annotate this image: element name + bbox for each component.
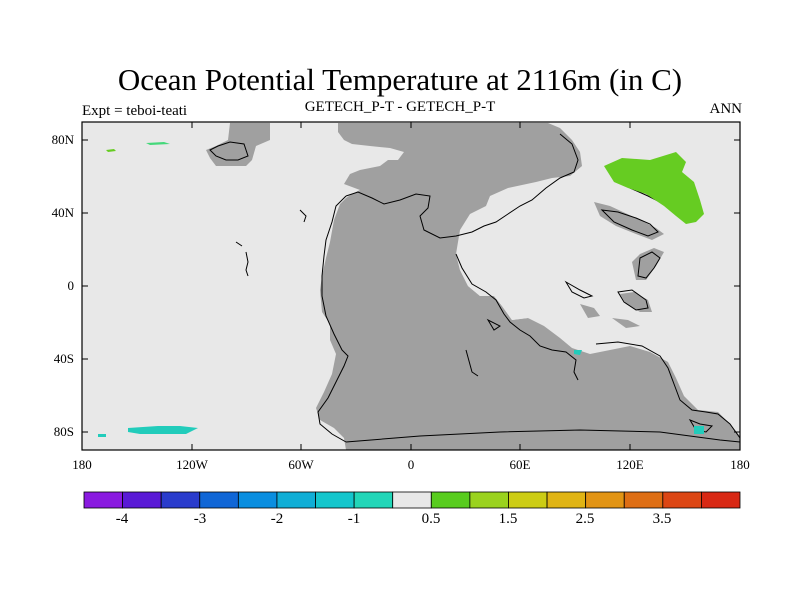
dataset-label: GETECH_P-T - GETECH_P-T bbox=[304, 99, 496, 115]
colorbar-label-m3: -3 bbox=[194, 511, 207, 527]
colorbar-box bbox=[392, 491, 432, 509]
experiment-label: Expt = teboi-teati bbox=[82, 103, 188, 119]
lat-label-0: 0 bbox=[68, 278, 75, 293]
axis-ticks bbox=[81, 122, 741, 450]
colorbar-box bbox=[122, 491, 162, 509]
colorbar-label-2-5: 2.5 bbox=[576, 511, 595, 527]
colorbar-box bbox=[353, 491, 394, 509]
colorbar-label-3-5: 3.5 bbox=[653, 511, 672, 527]
colorbar-box bbox=[623, 491, 664, 509]
colorbar-box bbox=[160, 491, 201, 509]
colorbar-box bbox=[315, 491, 355, 509]
land-north-america bbox=[206, 123, 270, 166]
colorbar-box bbox=[508, 491, 548, 509]
coastlines bbox=[209, 133, 741, 443]
lon-label-180e: 180 bbox=[730, 457, 750, 472]
lon-label-120w: 120W bbox=[176, 457, 209, 472]
lon-label-120e: 120E bbox=[616, 457, 644, 472]
colorbar-box bbox=[83, 491, 123, 509]
map-panel: 80N 40N 0 40S 80S 180 120W 60W 0 60E 120… bbox=[52, 121, 750, 472]
lat-label-80s: 80S bbox=[54, 424, 74, 439]
lat-label-40s: 40S bbox=[54, 351, 74, 366]
colorbar-labels: -4 -3 -2 -1 0.5 1.5 2.5 3.5 bbox=[116, 511, 672, 527]
lon-label-60e: 60E bbox=[510, 457, 531, 472]
anomaly-patches bbox=[98, 142, 704, 437]
lat-label-80n: 80N bbox=[52, 132, 75, 147]
colorbar-box bbox=[430, 491, 471, 509]
colorbar-label-m1: -1 bbox=[348, 511, 361, 527]
cool-anomaly-south-2 bbox=[98, 434, 106, 437]
colorbar-box bbox=[701, 491, 741, 509]
season-label: ANN bbox=[709, 101, 743, 117]
cool-anomaly-north-pacific bbox=[146, 142, 170, 145]
colorbar-box bbox=[237, 491, 278, 509]
colorbar-label-m2: -2 bbox=[271, 511, 284, 527]
colorbar-box bbox=[546, 491, 587, 509]
colorbar-box bbox=[662, 491, 702, 509]
lat-label-40n: 40N bbox=[52, 205, 75, 220]
colorbar bbox=[83, 491, 741, 509]
warm-anomaly-north bbox=[604, 152, 704, 224]
colorbar-box bbox=[199, 491, 239, 509]
lon-label-0: 0 bbox=[408, 457, 415, 472]
colorbar-box bbox=[585, 491, 625, 509]
cool-anomaly-south-indian bbox=[574, 350, 582, 355]
colorbar-label-1-5: 1.5 bbox=[499, 511, 518, 527]
colorbar-label-m4: -4 bbox=[116, 511, 129, 527]
colorbar-label-0-5: 0.5 bbox=[422, 511, 441, 527]
plot-title: Ocean Potential Temperature at 2116m (in… bbox=[117, 62, 683, 97]
colorbar-box bbox=[469, 491, 509, 509]
cool-anomaly-east bbox=[694, 426, 704, 434]
lon-label-180w: 180 bbox=[72, 457, 92, 472]
land-americas-africa bbox=[316, 123, 740, 450]
colorbar-box bbox=[276, 491, 316, 509]
cool-anomaly-south-pacific bbox=[128, 426, 198, 434]
warm-anomaly-north-2 bbox=[106, 149, 116, 152]
lon-label-60w: 60W bbox=[288, 457, 314, 472]
